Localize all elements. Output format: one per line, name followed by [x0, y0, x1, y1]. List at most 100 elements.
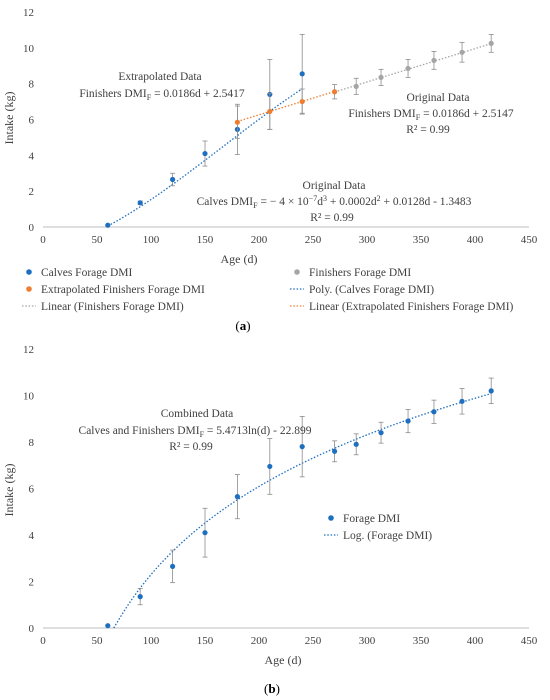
y-tick-label: 2 — [29, 186, 35, 198]
data-point — [488, 40, 494, 46]
x-tick-label: 350 — [413, 635, 430, 647]
data-point — [202, 530, 208, 536]
x-tick-label: 100 — [143, 234, 160, 246]
legend-label: Log. (Forage DMI) — [343, 530, 432, 542]
chart-a-ticks: 0 50 100 150 200 250 300 350 400 450 0 2 4 6 8 10 12 — [23, 7, 538, 246]
data-point — [459, 398, 465, 404]
data-point — [405, 418, 411, 424]
chart-b-panel-label: (b) — [264, 681, 280, 696]
x-tick-label: 50 — [92, 234, 104, 246]
data-point — [105, 222, 111, 228]
y-tick-label: 8 — [29, 79, 35, 91]
x-tick-label: 50 — [92, 635, 104, 647]
data-point — [299, 98, 305, 105]
chart-a-legend: Calves Forage DMI Finishers Forage DMI Ext… — [22, 267, 514, 313]
x-tick-label: 150 — [197, 234, 214, 246]
data-point — [202, 150, 208, 157]
x-tick-label: 200 — [251, 234, 268, 246]
data-point — [353, 441, 359, 447]
y-tick-label: 0 — [29, 222, 35, 234]
data-point — [170, 563, 176, 569]
x-tick-label: 400 — [467, 635, 484, 647]
y-tick-label: 12 — [23, 7, 34, 19]
legend-marker — [328, 515, 334, 521]
chart-b-points — [105, 377, 494, 629]
legend-item: Linear (Finishers Forage DMI) — [22, 301, 184, 313]
legend-label: Forage DMI — [343, 513, 400, 525]
y-tick-label: 4 — [29, 150, 35, 162]
data-point — [405, 65, 411, 72]
legend-label: Linear (Extrapolated Finishers Forage DM… — [309, 301, 514, 313]
x-tick-label: 300 — [359, 234, 376, 246]
legend-marker — [26, 286, 32, 292]
x-tick-label: 200 — [251, 635, 268, 647]
legend-item: Calves Forage DMI — [26, 267, 133, 279]
data-point — [378, 430, 384, 436]
legend-marker — [26, 269, 32, 275]
legend-label: Calves Forage DMI — [41, 267, 133, 279]
x-tick-label: 250 — [305, 234, 322, 246]
data-point — [299, 71, 305, 77]
data-point — [332, 448, 338, 454]
data-point — [299, 444, 305, 450]
data-point — [267, 463, 273, 470]
data-point — [488, 388, 494, 394]
chart-a-points — [105, 33, 494, 228]
y-tick-label: 6 — [29, 115, 35, 127]
annotation-extrap-equation: Finishers DMIF = 0.0186d + 2.5417 — [79, 88, 245, 102]
x-tick-label: 450 — [521, 234, 538, 246]
x-tick-label: 250 — [305, 635, 322, 647]
x-tick-label: 0 — [40, 635, 46, 647]
legend-item: Extrapolated Finishers Forage DMI — [26, 284, 205, 296]
legend-label: Extrapolated Finishers Forage DMI — [41, 284, 205, 296]
y-tick-label: 2 — [29, 577, 35, 589]
annotation-comb-equation: Calves and Finishers DMIF = 5.4713ln(d) … — [79, 425, 312, 439]
data-point — [431, 409, 437, 415]
chart-b: 0 50 100 150 200 250 300 350 400 450 0 2 4 6 8 10 12 Int… — [2, 344, 538, 696]
data-point — [378, 74, 384, 80]
data-point — [170, 176, 176, 183]
data-point — [105, 623, 111, 629]
data-point — [459, 49, 465, 55]
x-tick-label: 450 — [521, 635, 538, 647]
chart-b-legend: Forage DMI Log. (Forage DMI) — [324, 513, 432, 542]
x-tick-label: 0 — [40, 234, 46, 246]
data-point — [267, 108, 273, 115]
chart-a-panel-label: (a) — [235, 318, 250, 333]
chart-b-ylabel: Intake (kg) — [2, 464, 16, 517]
annotation-extrap-title: Extrapolated Data — [118, 71, 201, 83]
annotation-orig-calf-equation: Calves DMIF = − 4 × 10−7d3 + 0.0002d2 + … — [197, 194, 472, 210]
y-tick-label: 10 — [23, 391, 35, 403]
data-point — [353, 83, 359, 89]
annotation-orig-calf-r2: R² = 0.99 — [310, 212, 354, 224]
x-tick-label: 400 — [467, 234, 484, 246]
legend-item: Poly. (Calves Forage DMI) — [290, 284, 434, 296]
chart-b-ticks: 0 50 100 150 200 250 300 350 400 450 0 2 4 6 8 10 12 — [23, 344, 538, 647]
legend-item: Linear (Extrapolated Finishers Forage DM… — [290, 301, 514, 313]
data-point — [234, 119, 240, 125]
annotation-orig-fin-r2: R² = 0.99 — [406, 124, 450, 136]
chart-a-ylabel: Intake (kg) — [2, 92, 16, 145]
annotation-comb-r2: R² = 0.99 — [169, 441, 213, 453]
data-point — [137, 594, 143, 600]
data-point — [234, 494, 240, 500]
legend-label: Poly. (Calves Forage DMI) — [309, 284, 434, 296]
chart-a-xlabel: Age (d) — [221, 252, 258, 266]
chart-a: 0 50 100 150 200 250 300 350 400 450 0 2 4 6 8 10 12 Int… — [2, 7, 538, 333]
y-tick-label: 0 — [29, 623, 35, 635]
y-tick-label: 8 — [29, 437, 35, 449]
y-tick-label: 10 — [23, 43, 35, 55]
legend-item: Log. (Forage DMI) — [324, 530, 432, 542]
annotation-orig-fin-title: Original Data — [407, 92, 470, 104]
annotation-orig-calf-title: Original Data — [303, 180, 366, 192]
data-point — [431, 57, 437, 63]
legend-label: Finishers Forage DMI — [309, 267, 411, 279]
trendline — [237, 90, 335, 123]
annotation-orig-fin-equation: Finishers DMIF = 0.0186d + 2.5147 — [348, 108, 514, 122]
x-tick-label: 100 — [143, 635, 160, 647]
legend-item: Finishers Forage DMI — [294, 267, 411, 279]
data-point — [137, 200, 143, 206]
legend-item: Forage DMI — [328, 513, 400, 525]
legend-marker — [294, 269, 300, 275]
